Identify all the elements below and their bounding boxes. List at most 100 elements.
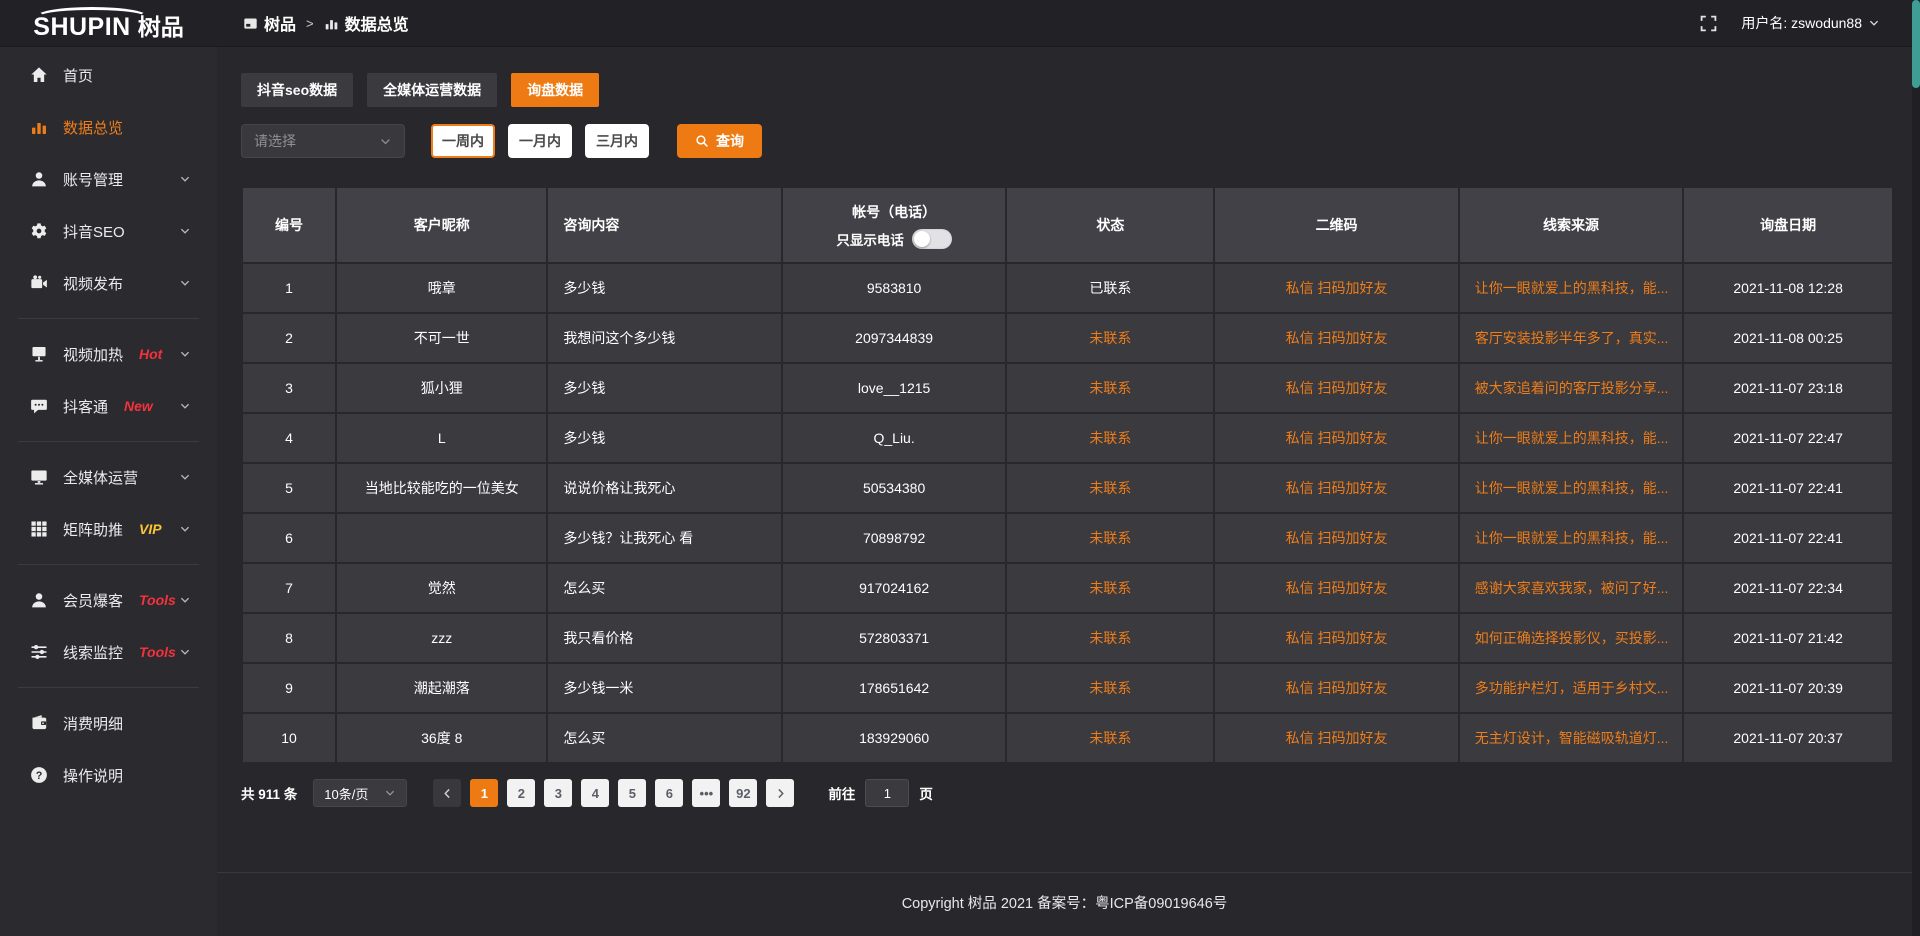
logo[interactable]: SHUPIN 树品: [0, 6, 217, 41]
sidebar-divider: [18, 318, 199, 319]
page-6-button[interactable]: 6: [655, 779, 684, 807]
breadcrumb-label: 树品: [264, 17, 297, 34]
search-button[interactable]: 查询: [677, 124, 762, 158]
cell-qrcode-actions[interactable]: 私信 扫码加好友: [1213, 662, 1460, 714]
range-month-button[interactable]: 一月内: [508, 124, 572, 158]
cell-qrcode-actions[interactable]: 私信 扫码加好友: [1213, 462, 1460, 514]
col-status: 状态: [1005, 186, 1216, 264]
breadcrumb-item-current[interactable]: 数据总览: [324, 11, 409, 35]
cell-lead-source[interactable]: 感谢大家喜欢我家，被问了好...: [1457, 562, 1685, 614]
page-5-button[interactable]: 5: [618, 779, 647, 807]
sidebar-item-label: 操作说明: [63, 767, 124, 785]
sidebar-item-label: 视频发布: [63, 275, 124, 293]
cell-qrcode-actions[interactable]: 私信 扫码加好友: [1213, 362, 1460, 414]
user-menu[interactable]: 用户名: zswodun88: [1741, 13, 1880, 33]
sidebar-item-douketong[interactable]: 抖客通 New: [0, 380, 217, 432]
top-header: SHUPIN 树品 树品 > 数据总览 用户名: zswodun88: [0, 0, 1912, 47]
home-icon: [30, 66, 48, 84]
cell-lead-source[interactable]: 让你一眼就爱上的黑科技，能...: [1457, 512, 1685, 564]
video-icon: [30, 274, 48, 292]
range-week-button[interactable]: 一周内: [431, 124, 495, 158]
table-row: 1 哦章 多少钱 9583810 已联系 私信 扫码加好友 让你一眼就爱上的黑科…: [240, 262, 1894, 314]
filter-select[interactable]: 请选择: [241, 124, 405, 158]
tools-badge: Tools: [139, 644, 176, 660]
scrollbar-track[interactable]: [1912, 0, 1920, 936]
sidebar-item-member-burst[interactable]: 会员爆客 Tools: [0, 574, 217, 626]
cell-lead-source[interactable]: 让你一眼就爱上的黑科技，能...: [1457, 462, 1685, 514]
sidebar-item-matrix-boost[interactable]: 矩阵助推 VIP: [0, 503, 217, 555]
cell-qrcode-actions[interactable]: 私信 扫码加好友: [1213, 412, 1460, 464]
cell-lead-source[interactable]: 被大家追着问的客厅投影分享...: [1457, 362, 1685, 414]
sidebar-item-video-publish[interactable]: 视频发布: [0, 257, 217, 309]
cell-lead-source[interactable]: 如何正确选择投影仪，买投影...: [1457, 612, 1685, 664]
cell-status: 未联系: [1005, 462, 1216, 514]
range-quarter-button[interactable]: 三月内: [585, 124, 649, 158]
chevron-down-icon: [379, 135, 392, 148]
sidebar-item-lead-monitor[interactable]: 线索监控 Tools: [0, 626, 217, 678]
chevron-down-icon: [1868, 17, 1880, 29]
breadcrumb-item-home[interactable]: 树品: [243, 11, 296, 35]
sidebar-item-account-management[interactable]: 账号管理: [0, 153, 217, 205]
cell-qrcode-actions[interactable]: 私信 扫码加好友: [1213, 712, 1460, 764]
cell-status: 未联系: [1005, 662, 1216, 714]
sidebar-item-douyin-seo[interactable]: 抖音SEO: [0, 205, 217, 257]
sidebar-item-home[interactable]: 首页: [0, 49, 217, 101]
brand-en: SHUPIN: [33, 12, 131, 41]
cell-date: 2021-11-07 21:42: [1682, 612, 1894, 664]
cell-content: 我想问这个多少钱: [546, 312, 783, 364]
breadcrumb-label: 数据总览: [344, 17, 409, 34]
col-account-label: 帐号（电话）: [852, 203, 937, 220]
table-row: 3 狐小狸 多少钱 love__1215 未联系 私信 扫码加好友 被大家追着问…: [240, 362, 1894, 414]
cell-lead-source[interactable]: 客厅安装投影半年多了，真实...: [1457, 312, 1685, 364]
cell-qrcode-actions[interactable]: 私信 扫码加好友: [1213, 312, 1460, 364]
page-3-button[interactable]: 3: [544, 779, 573, 807]
page-2-button[interactable]: 2: [507, 779, 536, 807]
question-icon: [30, 766, 48, 784]
page-4-button[interactable]: 4: [581, 779, 610, 807]
cell-id: 5: [240, 462, 338, 514]
cell-lead-source[interactable]: 让你一眼就爱上的黑科技，能...: [1457, 412, 1685, 464]
scrollbar-thumb[interactable]: [1912, 0, 1920, 88]
cell-qrcode-actions[interactable]: 私信 扫码加好友: [1213, 262, 1460, 314]
chevron-down-icon: [179, 277, 191, 289]
cell-content: 怎么买: [546, 562, 783, 614]
cell-qrcode-actions[interactable]: 私信 扫码加好友: [1213, 612, 1460, 664]
page-ellipsis-button[interactable]: •••: [692, 779, 721, 807]
col-content: 咨询内容: [546, 186, 783, 264]
sidebar-item-data-overview[interactable]: 数据总览: [0, 101, 217, 153]
phone-toggle-label: 只显示电话: [836, 232, 904, 248]
goto-page-input[interactable]: [865, 779, 910, 807]
col-id: 编号: [240, 186, 338, 264]
page-size-select[interactable]: 10条/页: [313, 779, 408, 807]
sidebar-item-video-heating[interactable]: 视频加热 Hot: [0, 328, 217, 380]
tab-inquiry-data[interactable]: 询盘数据: [511, 73, 600, 107]
table-row: 7 觉然 怎么买 917024162 未联系 私信 扫码加好友 感谢大家喜欢我家…: [240, 562, 1894, 614]
cell-lead-source[interactable]: 无主灯设计，智能磁吸轨道灯...: [1457, 712, 1685, 764]
next-page-button[interactable]: [766, 779, 795, 807]
cell-lead-source[interactable]: 多功能护栏灯，适用于乡村文...: [1457, 662, 1685, 714]
cell-account: 183929060: [780, 712, 1008, 764]
cell-qrcode-actions[interactable]: 私信 扫码加好友: [1213, 562, 1460, 614]
cell-date: 2021-11-07 22:41: [1682, 512, 1894, 564]
sliders-icon: [30, 643, 48, 661]
tab-omni-media-data[interactable]: 全媒体运营数据: [367, 73, 498, 107]
cell-id: 2: [240, 312, 338, 364]
chevron-down-icon: [179, 173, 191, 185]
sidebar-item-instructions[interactable]: 操作说明: [0, 749, 217, 801]
cell-lead-source[interactable]: 让你一眼就爱上的黑科技，能...: [1457, 262, 1685, 314]
page-92-button[interactable]: 92: [729, 779, 758, 807]
cell-status: 未联系: [1005, 362, 1216, 414]
tab-douyin-seo-data[interactable]: 抖音seo数据: [241, 73, 354, 107]
sidebar-item-label: 抖客通: [63, 398, 109, 416]
sidebar-item-omni-media[interactable]: 全媒体运营: [0, 451, 217, 503]
phone-only-toggle[interactable]: [911, 228, 952, 249]
cell-content: 怎么买: [546, 712, 783, 764]
cell-qrcode-actions[interactable]: 私信 扫码加好友: [1213, 512, 1460, 564]
prev-page-button[interactable]: [433, 779, 462, 807]
brand-cn: 树品: [137, 14, 184, 41]
page-1-button[interactable]: 1: [470, 779, 499, 807]
cell-content: 多少钱: [546, 362, 783, 414]
sidebar-item-spend-details[interactable]: 消费明细: [0, 697, 217, 749]
fullscreen-icon[interactable]: [1700, 15, 1717, 32]
